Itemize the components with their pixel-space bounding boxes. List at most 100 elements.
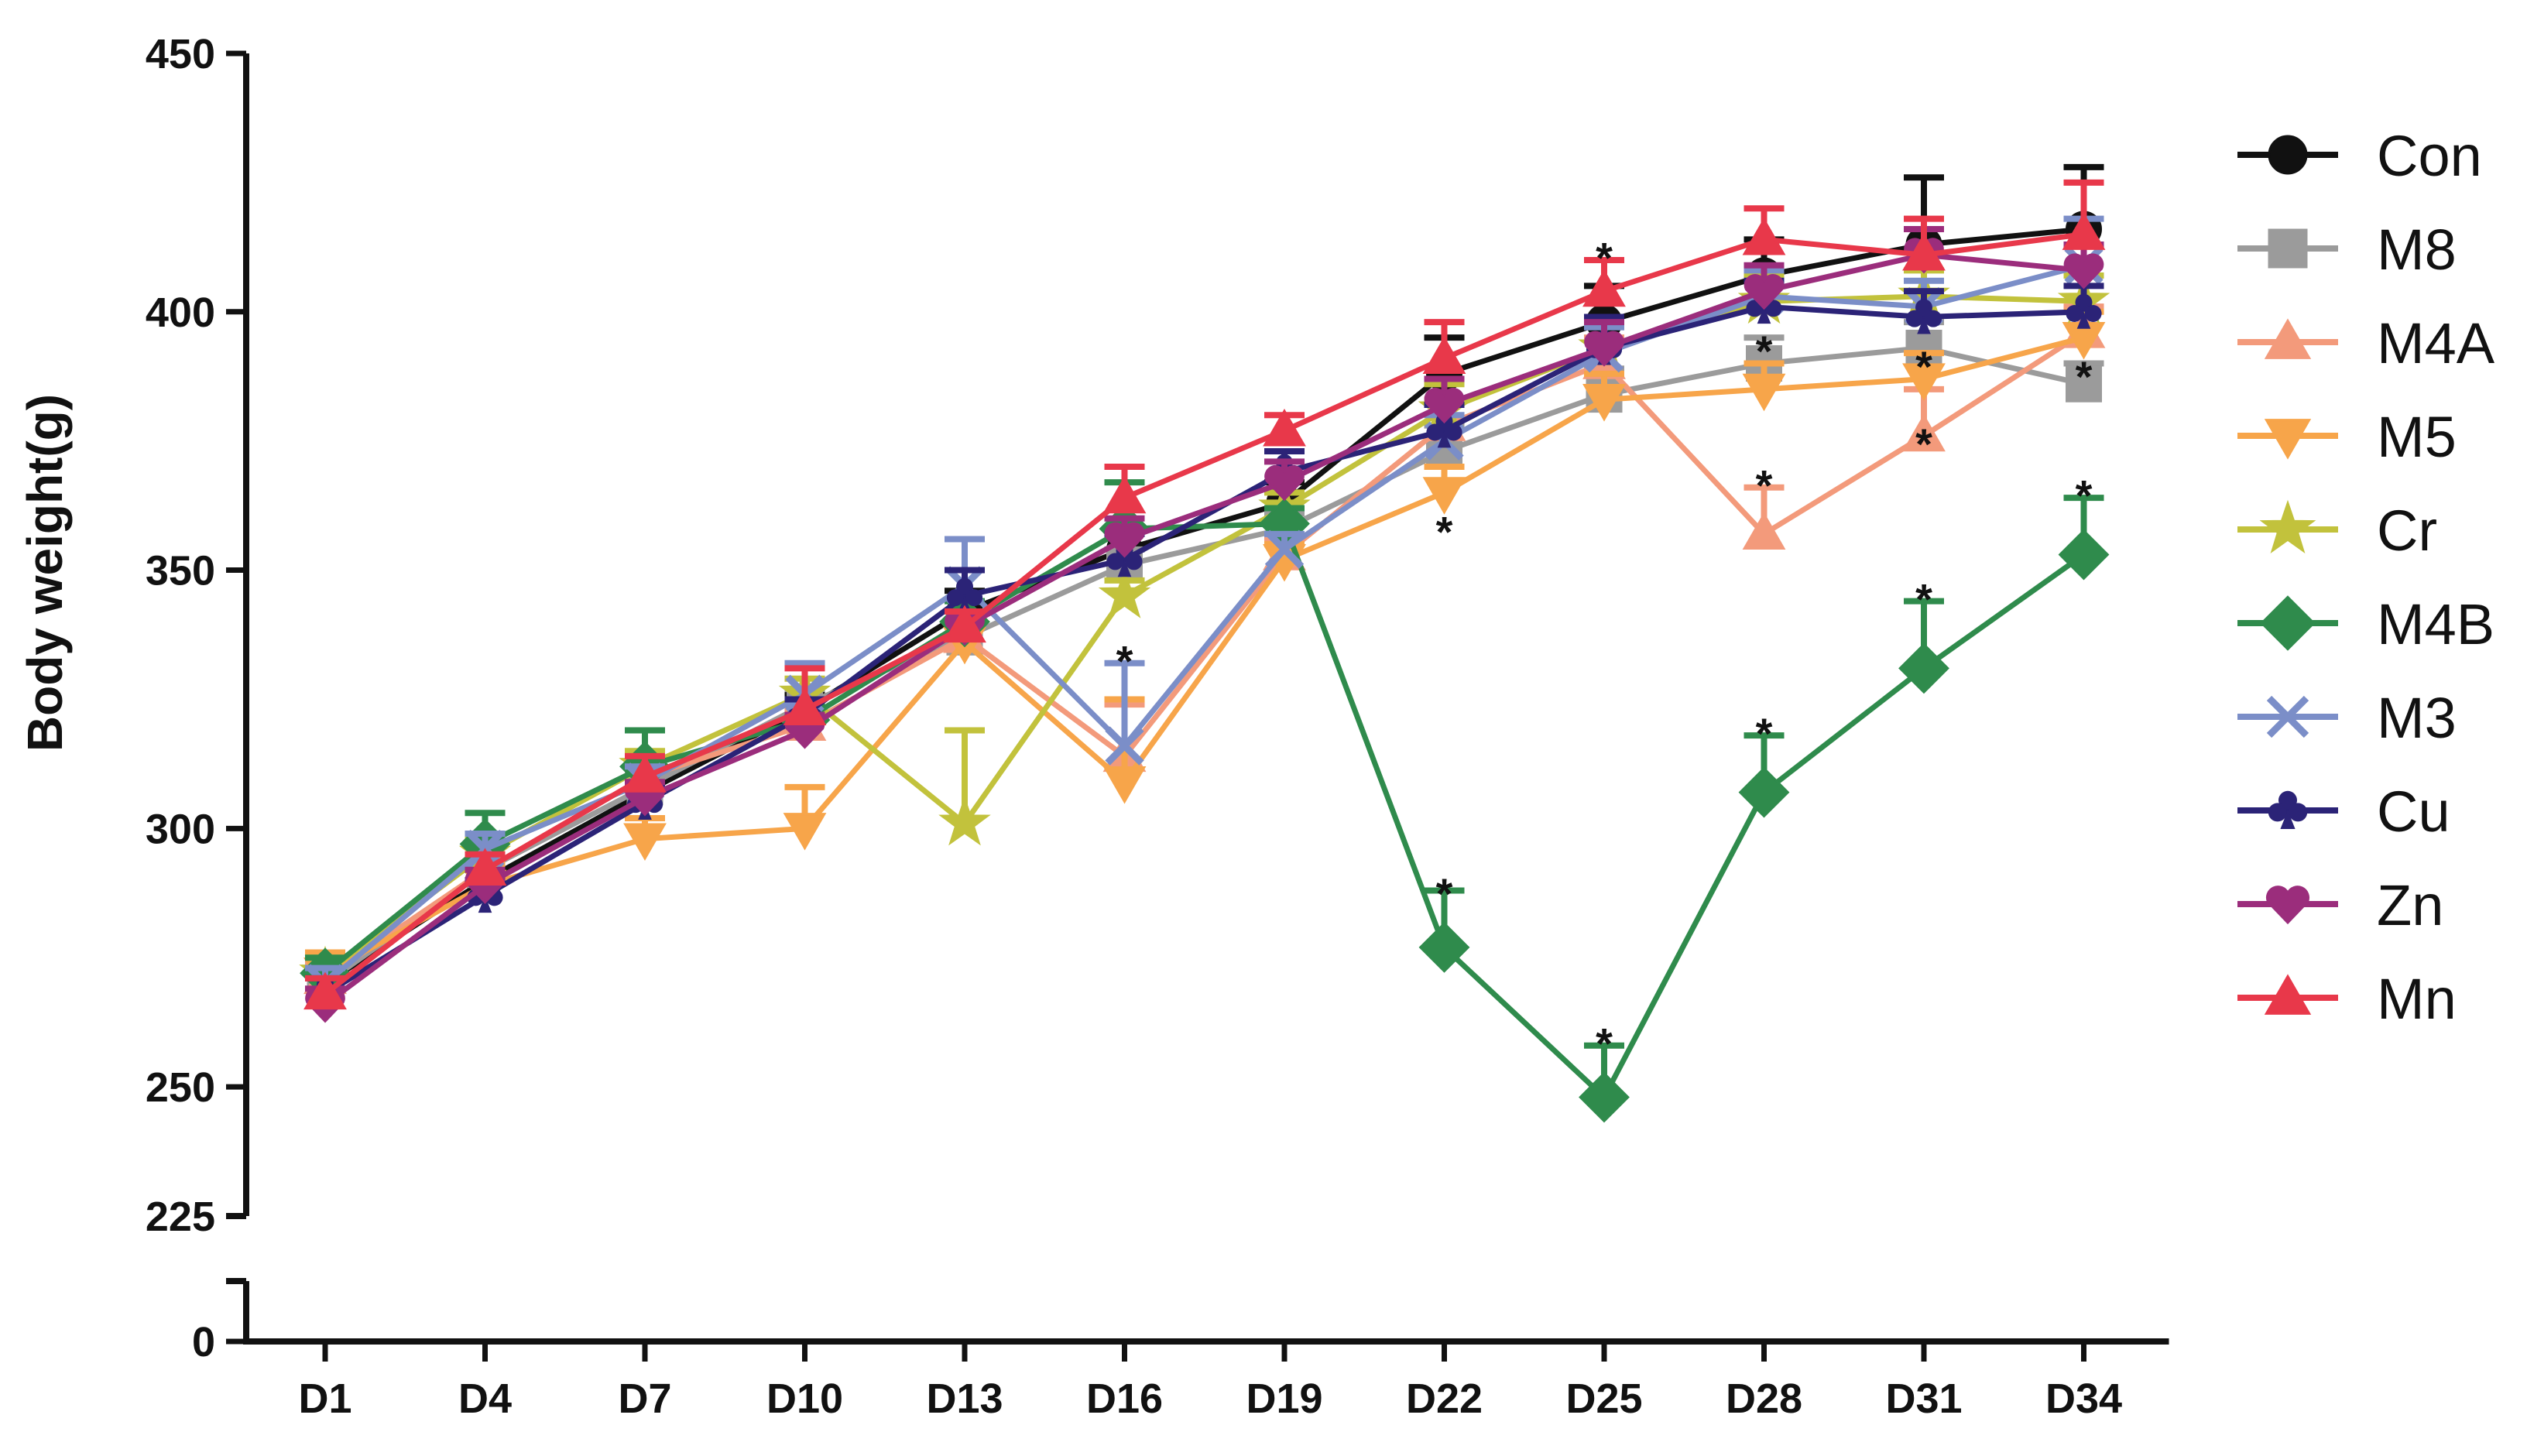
data-point: [783, 687, 827, 725]
significance-marker: *: [1116, 636, 1133, 685]
legend-item-m4b: M4B: [2237, 592, 2494, 656]
legend-label: Con: [2377, 124, 2482, 188]
x-tick-label: D19: [1246, 1375, 1322, 1422]
series-m4b: [300, 479, 2110, 1123]
data-point: [1264, 465, 1305, 502]
data-point: [623, 755, 667, 793]
x-tick-label: D13: [926, 1375, 1003, 1422]
data-point: [2260, 595, 2316, 651]
data-point: [1905, 299, 1942, 334]
x-tick-label: D22: [1406, 1375, 1483, 1422]
legend-item-m3: M3: [2237, 686, 2457, 750]
data-point: [1426, 413, 1462, 448]
data-point: [2058, 529, 2110, 581]
series-m8: [305, 319, 2104, 1002]
significance-marker: *: [1756, 709, 1773, 758]
y-tick-label: 400: [146, 289, 215, 336]
data-point: [2259, 499, 2316, 553]
data-point: [1742, 512, 1786, 550]
significance-marker: *: [1436, 507, 1453, 556]
y-tick-label: 350: [146, 548, 215, 594]
series-cr: [299, 267, 2110, 996]
legend-label: Mn: [2377, 967, 2457, 1031]
data-point: [2063, 253, 2104, 289]
legend-item-m5: M5: [2237, 405, 2457, 469]
legend-item-mn: Mn: [2237, 967, 2457, 1031]
data-point: [1422, 336, 1466, 375]
x-tick-label: D34: [2045, 1375, 2122, 1422]
series-line: [324, 303, 2084, 996]
data-point: [1264, 529, 1305, 570]
series-line: [323, 231, 2084, 996]
legend-item-con: Con: [2237, 124, 2482, 188]
data-point: [1902, 413, 1946, 452]
x-tick-label: D10: [766, 1375, 843, 1422]
series-layer: [299, 163, 2110, 1123]
legend-item-cu: Cu: [2237, 779, 2450, 844]
annotation-layer: * * * * * * * * * * * * *: [1116, 234, 2093, 1068]
significance-marker: *: [1756, 327, 1773, 375]
significance-marker: *: [2076, 471, 2093, 520]
data-point: [463, 848, 507, 886]
x-tick-label: D7: [618, 1375, 671, 1422]
data-point: [1902, 363, 1946, 401]
data-point: [1584, 331, 1624, 367]
data-point: [2062, 212, 2106, 250]
significance-marker: *: [1756, 461, 1773, 509]
data-point: [938, 796, 991, 846]
significance-marker: *: [1436, 869, 1453, 918]
data-point: [783, 813, 827, 851]
y-tick-label: 225: [146, 1194, 215, 1240]
data-point: [1104, 522, 1145, 558]
data-point: [1738, 766, 1790, 818]
data-point: [1422, 477, 1466, 515]
data-point: [1902, 233, 1946, 271]
significance-marker: *: [1915, 342, 1932, 391]
data-point: [1424, 387, 1465, 424]
series-line: [323, 345, 2085, 986]
x-tick-label: D25: [1565, 1375, 1642, 1422]
legend-label: Cu: [2377, 779, 2450, 844]
data-point: [2066, 293, 2102, 329]
series-line: [323, 262, 2085, 986]
series-line: [323, 521, 2086, 1100]
data-point: [1744, 274, 1785, 310]
x-tick-label: D4: [458, 1375, 512, 1422]
legend-item-m4a: M4A: [2237, 311, 2495, 375]
x-tick-label: D28: [1726, 1375, 1802, 1422]
legend-label: M5: [2377, 405, 2457, 469]
series-mn: [303, 179, 2106, 1010]
data-point: [1418, 921, 1470, 973]
significance-marker: *: [1915, 574, 1932, 623]
data-point: [1582, 269, 1626, 307]
legend-label: Cr: [2377, 498, 2437, 563]
y-tick-label: 250: [146, 1064, 215, 1111]
significance-marker: *: [1596, 234, 1613, 283]
data-point: [303, 971, 347, 1010]
series-line: [323, 293, 2084, 976]
legend-label: M4A: [2377, 311, 2495, 375]
data-point: [1263, 409, 1306, 447]
legend-label: Zn: [2377, 873, 2443, 937]
data-point: [2265, 886, 2310, 925]
data-point: [2266, 695, 2309, 738]
y-tick-label: 0: [192, 1319, 215, 1365]
series-line: [324, 226, 2084, 986]
data-point: [2066, 365, 2102, 403]
series-line: [323, 252, 2084, 1007]
data-point: [1582, 384, 1626, 422]
data-point: [1105, 726, 1144, 766]
data-point: [1898, 642, 1949, 694]
data-point: [943, 605, 986, 643]
legend-item-cr: Cr: [2237, 498, 2437, 563]
significance-marker: *: [1915, 420, 1932, 468]
data-point: [623, 823, 667, 861]
series-zn: [305, 225, 2104, 1023]
data-point: [2264, 974, 2312, 1015]
y-tick-label: 450: [146, 31, 215, 77]
legend: Con M8 M4A M5 Cr M4B M3 Cu Zn Mn: [2237, 124, 2495, 1031]
series-m3: [305, 215, 2104, 1003]
data-point: [2264, 318, 2312, 359]
series-line: [324, 330, 2086, 981]
